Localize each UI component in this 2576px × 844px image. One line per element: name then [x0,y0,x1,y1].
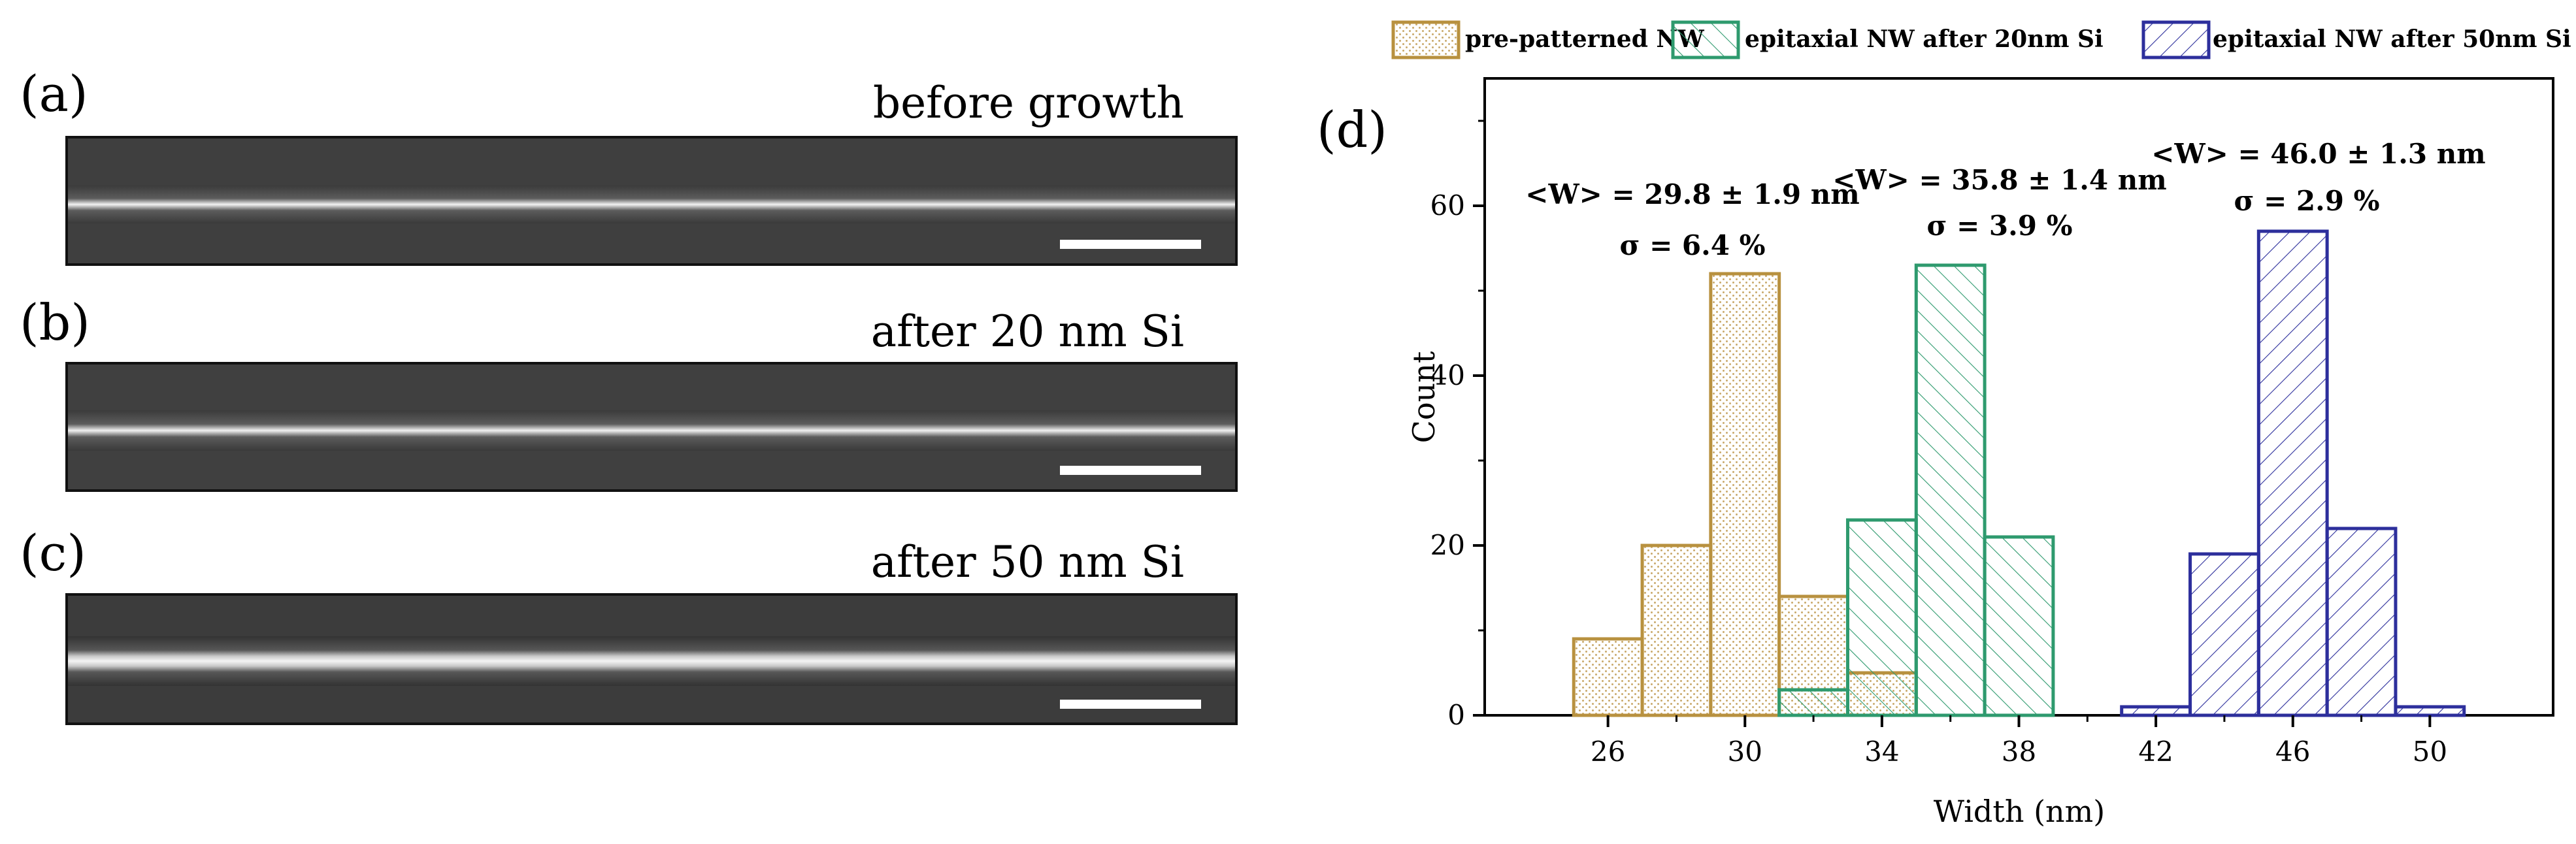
annotation-mean-pre: <W> = 29.8 ± 1.9 nm [1525,178,1859,210]
annotation-mean-50nm: <W> = 46.0 ± 1.3 nm [2151,138,2485,170]
annotation-sigma-50nm: σ = 2.9 % [2234,185,2379,217]
legend-label-20nm: epitaxial NW after 20nm Si [1745,25,2104,53]
x-tick-label-34: 34 [1864,736,1899,768]
bar-nm50-50 [2394,705,2466,717]
legend: pre-patterned NW epitaxial NW after 20nm… [1391,20,2571,59]
legend-swatch-pre [1391,20,1461,59]
sem-image-c [65,593,1238,725]
bar-nm20-34 [1845,518,1918,717]
x-tick-label-38: 38 [2002,736,2036,768]
x-tick-label-30: 30 [1728,736,1762,768]
bar-nm20-38 [1983,535,2055,717]
scale-bar-a [1060,240,1201,249]
chart-panel-label: (d) [1317,101,1387,159]
bar-nm20-32 [1777,688,1849,717]
annotation-mean-20nm: <W> = 35.8 ± 1.4 nm [1832,164,2166,196]
bar-nm50-44 [2188,552,2260,717]
x-axis-label: Width (nm) [1934,794,2105,829]
sem-caption-b: after 20 nm Si [871,306,1184,357]
x-tick-label-50: 50 [2413,736,2447,768]
legend-swatch-50nm [2141,20,2211,59]
legend-label-pre: pre-patterned NW [1465,25,1704,53]
y-tick-label-40: 40 [1430,359,1465,391]
sem-image-b [65,362,1238,492]
sem-label-b: (b) [20,293,90,351]
bar-nm50-42 [2120,705,2192,717]
bar-pre-28 [1640,544,1713,717]
bar-nm50-48 [2325,527,2398,717]
y-tick-label-0: 0 [1447,699,1465,731]
sem-label-c: (c) [20,524,86,582]
y-tick-label-20: 20 [1430,529,1465,561]
y-axis-label: Count [1406,351,1442,443]
x-tick-label-42: 42 [2138,736,2173,768]
sem-image-a [65,136,1238,266]
bar-nm50-46 [2256,229,2329,717]
sem-label-a: (a) [20,65,88,123]
annotations: <W> = 29.8 ± 1.9 nm σ = 6.4 % <W> = 35.8… [1525,138,2485,261]
x-tick-label-26: 26 [1591,736,1625,768]
histogram-bars [1572,229,2466,717]
sem-caption-a: before growth [873,78,1184,128]
bar-pre-26 [1572,637,1644,717]
bar-pre-30 [1709,272,1781,717]
axis-ticks: 26 30 34 38 42 46 50 0 20 40 60 [1430,120,2447,768]
legend-label-50nm: epitaxial NW after 50nm Si [2213,25,2571,53]
y-tick-label-60: 60 [1430,189,1465,221]
sem-caption-c: after 50 nm Si [871,537,1184,587]
scale-bar-c [1060,700,1201,709]
scale-bar-b [1060,466,1201,475]
annotation-sigma-20nm: σ = 3.9 % [1926,210,2072,242]
x-tick-label-46: 46 [2275,736,2310,768]
legend-swatch-20nm [1671,20,1740,59]
annotation-sigma-pre: σ = 6.4 % [1619,229,1765,261]
bar-nm20-36 [1914,263,1987,717]
